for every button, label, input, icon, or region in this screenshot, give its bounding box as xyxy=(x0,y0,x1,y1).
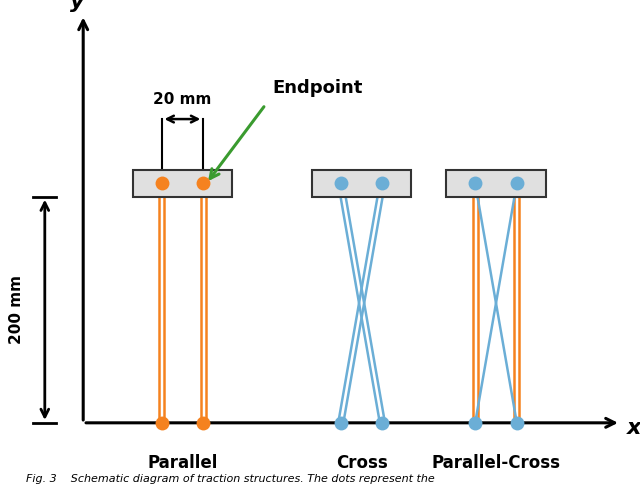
Bar xyxy=(447,170,545,197)
Text: 200 mm: 200 mm xyxy=(8,276,24,344)
Text: Endpoint: Endpoint xyxy=(272,79,362,97)
Bar xyxy=(312,170,411,197)
Text: Fig. 3    Schematic diagram of traction structures. The dots represent the: Fig. 3 Schematic diagram of traction str… xyxy=(26,473,435,484)
Text: x: x xyxy=(627,417,640,438)
Text: Parallel-Cross: Parallel-Cross xyxy=(431,454,561,472)
Text: y: y xyxy=(70,0,84,12)
Text: Cross: Cross xyxy=(336,454,387,472)
Text: Parallel: Parallel xyxy=(147,454,218,472)
Bar xyxy=(133,170,232,197)
Text: 20 mm: 20 mm xyxy=(153,92,212,107)
